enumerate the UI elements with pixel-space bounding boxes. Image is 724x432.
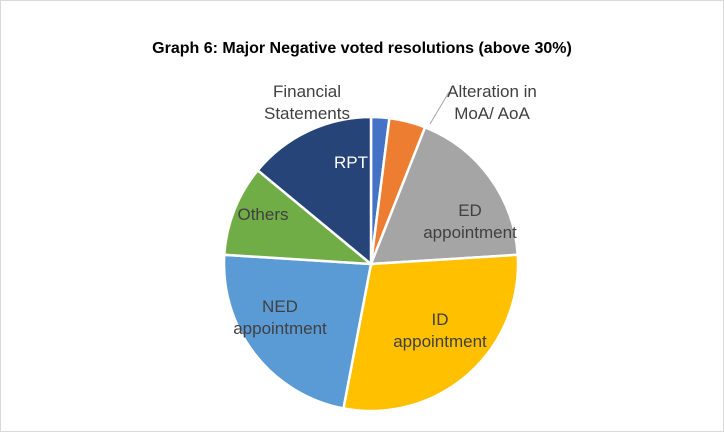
pie-slice bbox=[369, 125, 520, 266]
pie-slice bbox=[341, 253, 520, 413]
slice-label: ED appointment bbox=[423, 201, 517, 242]
slice-label: Alteration in MoA/ AoA bbox=[447, 82, 537, 123]
pie-slice bbox=[222, 253, 373, 410]
slice-label: NED appointment bbox=[233, 297, 327, 338]
slice-label: Financial Statements bbox=[264, 82, 350, 123]
leader-line bbox=[429, 91, 450, 125]
slice-label: Others bbox=[237, 205, 289, 224]
chart-title: Graph 6: Major Negative voted resolution… bbox=[152, 40, 572, 57]
slice-label: ID appointment bbox=[393, 310, 487, 351]
pie-slice bbox=[222, 168, 375, 266]
pie-slice bbox=[255, 115, 373, 267]
slice-label: RPT bbox=[334, 153, 368, 172]
